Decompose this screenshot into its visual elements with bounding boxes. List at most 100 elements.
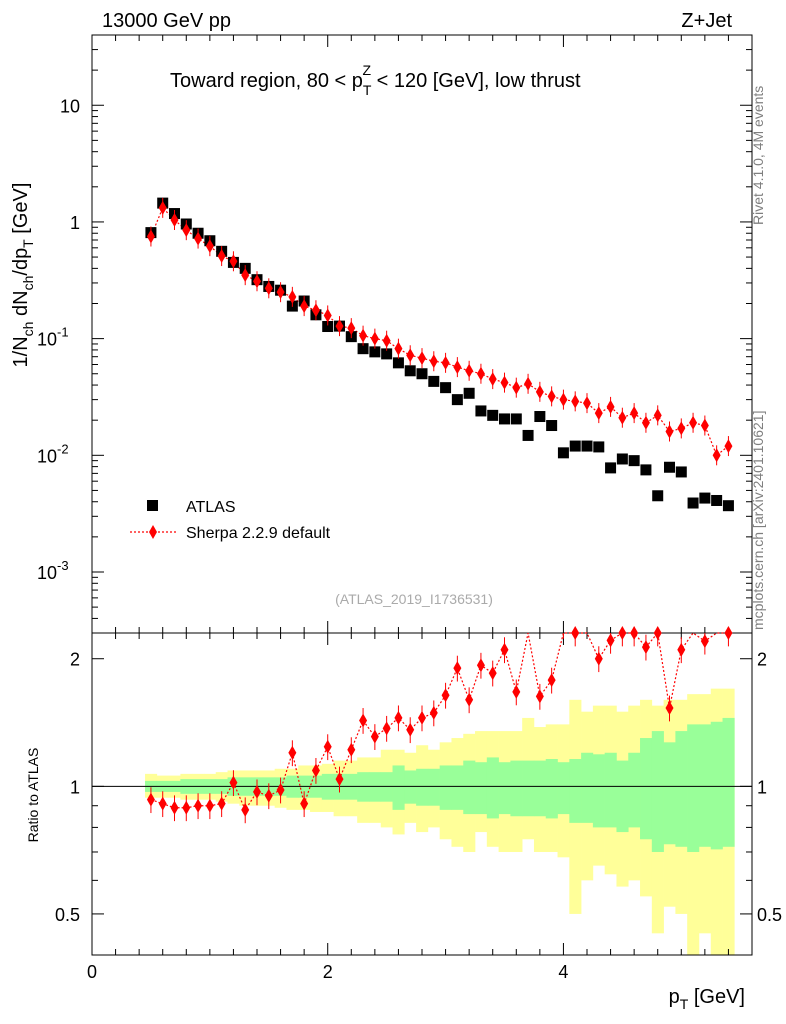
title-sub: T [363, 82, 372, 98]
band-inner [404, 770, 417, 804]
ratio-point [453, 661, 462, 676]
atlas-point [593, 441, 605, 453]
y-label-s1: ch [20, 322, 36, 337]
y-label-p4: [GeV] [10, 183, 32, 240]
y-tick-label: 10-2 [37, 441, 69, 466]
sherpa-points [146, 197, 733, 466]
band-inner [687, 724, 700, 852]
sherpa-point [453, 360, 462, 375]
band-inner [522, 760, 535, 817]
sherpa-point [276, 285, 285, 300]
band-inner [628, 752, 641, 828]
ratio-point [229, 775, 238, 790]
ratio-tick-label-left: 0.5 [55, 905, 80, 925]
ratio-point [406, 722, 415, 737]
band-inner [498, 762, 511, 815]
band-inner [427, 768, 440, 806]
ratio-point [700, 634, 709, 649]
process-label: Z+Jet [681, 10, 732, 32]
band-inner [604, 752, 617, 828]
x-tick-label: 2 [323, 962, 333, 982]
x-axis-label: pT [GeV] [669, 986, 745, 1012]
sherpa-point [146, 229, 155, 244]
atlas-point [569, 440, 581, 452]
sherpa-point [370, 331, 379, 346]
sherpa-point [665, 424, 674, 439]
x-label-unit: [GeV] [688, 986, 745, 1008]
atlas-point [699, 492, 711, 504]
sherpa-point [618, 410, 627, 425]
atlas-point [534, 411, 546, 423]
sherpa-point [571, 394, 580, 409]
atlas-point [546, 420, 558, 432]
atlas-point [664, 461, 675, 473]
sherpa-point [347, 321, 356, 336]
y-label-p3: /dp [10, 248, 32, 276]
title-suffix: < 120 [GeV], low thrust [371, 70, 581, 92]
atlas-point [616, 453, 628, 465]
band-inner [710, 721, 723, 850]
band-inner [533, 760, 547, 817]
atlas-point [440, 382, 452, 394]
sherpa-point [429, 354, 438, 369]
y-tick-label: 10-1 [37, 325, 69, 350]
y-label-p1: 1/N [10, 336, 32, 367]
atlas-point [322, 321, 334, 333]
band-inner [698, 724, 712, 847]
ratio-point [170, 800, 179, 815]
atlas-point [463, 387, 475, 399]
ratio-point [359, 713, 368, 728]
ratio-point [323, 739, 332, 754]
sherpa-point [241, 268, 250, 283]
atlas-point [581, 440, 593, 452]
sherpa-point [689, 415, 698, 430]
legend-sherpa-label: Sherpa 2.2.9 default [186, 525, 331, 542]
ratio-point [194, 798, 203, 813]
legend-atlas-label: ATLAS [186, 499, 236, 516]
ratio-point [276, 783, 285, 798]
analysis-label: (ATLAS_2019_I1736531) [335, 591, 493, 607]
atlas-point [722, 500, 734, 512]
ratio-point [618, 626, 627, 640]
atlas-point [369, 346, 381, 358]
main-plot-frame [91, 34, 753, 634]
legend-atlas-marker [147, 500, 158, 511]
atlas-point [487, 409, 499, 421]
sherpa-point [359, 328, 368, 343]
ratio-point [724, 626, 733, 640]
atlas-point [357, 343, 369, 355]
band-inner [357, 772, 370, 802]
band-inner [569, 759, 582, 823]
ratio-point [394, 710, 403, 725]
band-inner [675, 731, 688, 847]
rivet-label: Rivet 4.1.0, 4M events [750, 86, 766, 225]
ratio-point [382, 721, 391, 736]
band-inner [510, 760, 523, 817]
y-label-p2: dN [10, 290, 32, 321]
sherpa-point [217, 249, 226, 264]
atlas-point [640, 464, 652, 476]
ratio-point [476, 658, 485, 673]
ratio-point [512, 684, 521, 699]
band-inner [368, 772, 382, 802]
sherpa-point [229, 254, 238, 269]
ratio-tick-label-right: 1 [757, 777, 767, 797]
ratio-plot-frame [91, 632, 753, 956]
ratio-point [606, 633, 615, 648]
band-inner [545, 759, 558, 819]
sherpa-point [441, 355, 450, 370]
sherpa-point [606, 399, 615, 414]
atlas-point [628, 455, 640, 467]
ratio-tick-label-left: 2 [70, 650, 80, 670]
atlas-point [404, 365, 416, 377]
sherpa-point [724, 439, 733, 454]
sherpa-point [488, 372, 497, 387]
ratio-point [300, 796, 309, 811]
y-tick-label: 10-3 [37, 558, 69, 583]
atlas-point [475, 405, 487, 417]
atlas-point [451, 394, 463, 406]
band-inner [651, 731, 664, 852]
sherpa-point [524, 376, 533, 391]
ratio-bands [92, 688, 752, 955]
ratio-point [347, 742, 356, 757]
